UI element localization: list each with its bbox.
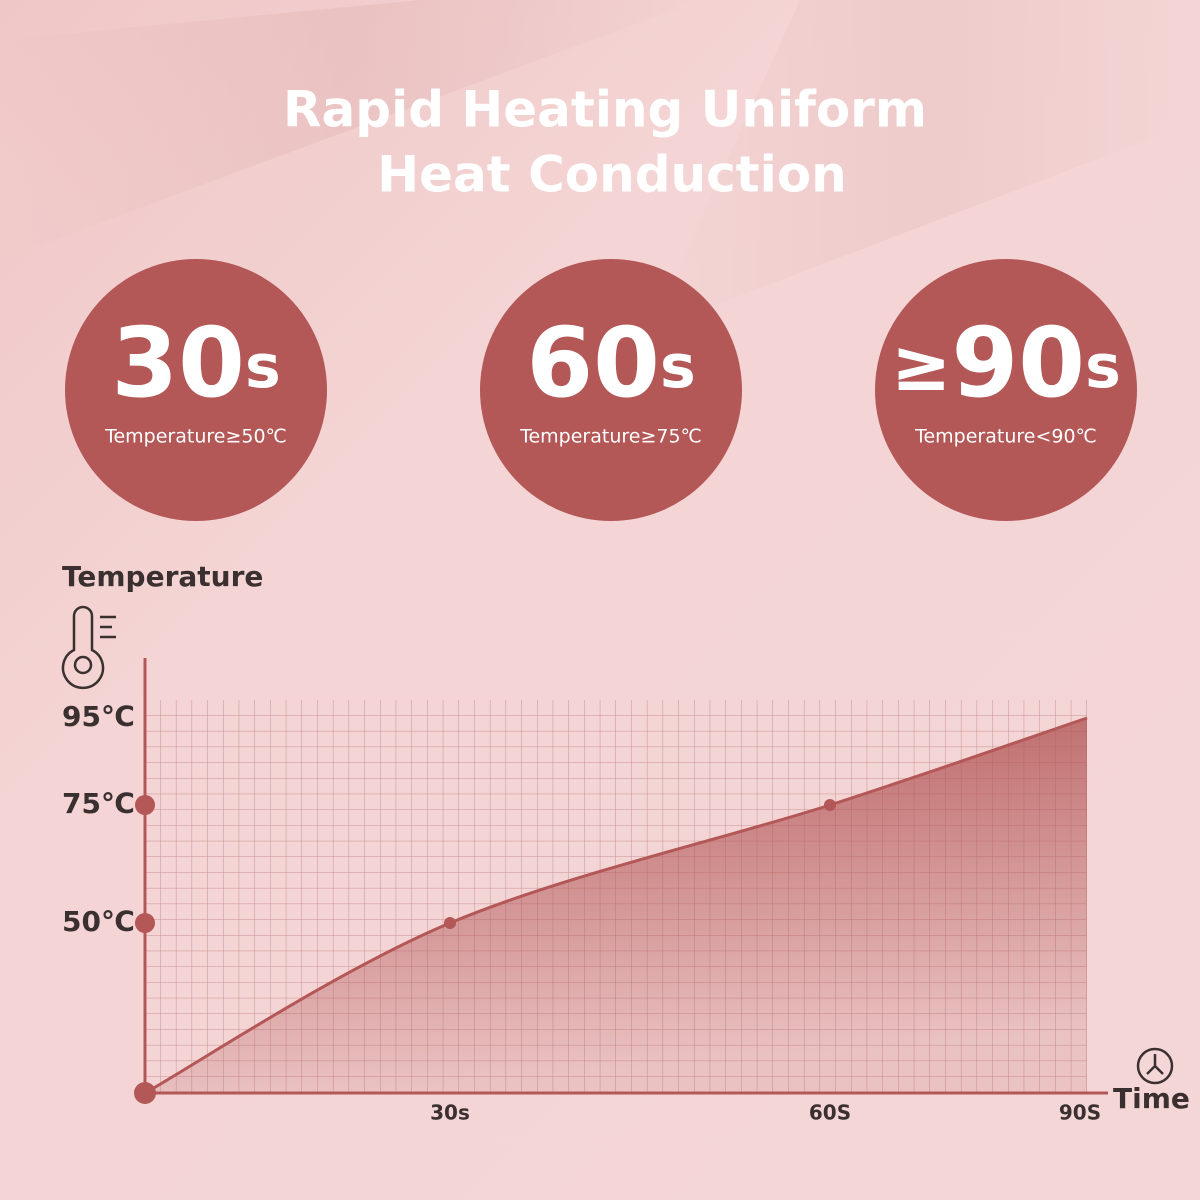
ticks: 50℃ 75℃ 95℃ 30s 60S 90S: [62, 700, 1101, 1125]
badge-circle: [65, 259, 327, 521]
badge-caption: Temperature≥50℃: [104, 426, 287, 448]
badge-value: ≥90s: [891, 307, 1121, 419]
badge-caption: Temperature<90℃: [914, 426, 1097, 448]
y-tick-dot: [135, 795, 155, 815]
x-tick-label: 30s: [430, 1101, 470, 1125]
badge: 30s Temperature≥50℃: [65, 259, 327, 521]
y-tick-dot: [135, 913, 155, 933]
y-axis-label: Temperature: [62, 560, 263, 593]
badge-value: 60s: [526, 307, 695, 419]
title: Heat Conduction: [377, 146, 846, 204]
point: [444, 917, 456, 929]
badge-caption: Temperature≥75℃: [519, 426, 702, 448]
light-streak: [0, 0, 700, 260]
x-tick-label: 60S: [809, 1101, 851, 1125]
point: [824, 799, 836, 811]
x-axis-label: Time: [1113, 1082, 1190, 1115]
y-tick-label: 95℃: [62, 700, 135, 733]
area: [145, 718, 1087, 1093]
light-streak: [650, 0, 1200, 330]
badge-value: 30s: [111, 307, 280, 419]
badge: 60s Temperature≥75℃: [480, 259, 742, 521]
y-tick-label: 50℃: [62, 905, 135, 938]
plot: [144, 716, 1088, 1095]
line: [144, 716, 1088, 1095]
thermometer-icon: [61, 605, 116, 690]
origin-dot: [134, 1082, 156, 1104]
badge-circle: [480, 259, 742, 521]
title: Rapid Heating Uniform: [283, 81, 927, 139]
clock-icon: [1136, 1047, 1174, 1085]
y-tick-label: 75℃: [62, 787, 135, 820]
x-tick-label: 90S: [1059, 1101, 1101, 1125]
badge: ≥90s Temperature<90℃: [875, 259, 1137, 521]
badge-circle: [875, 259, 1137, 521]
